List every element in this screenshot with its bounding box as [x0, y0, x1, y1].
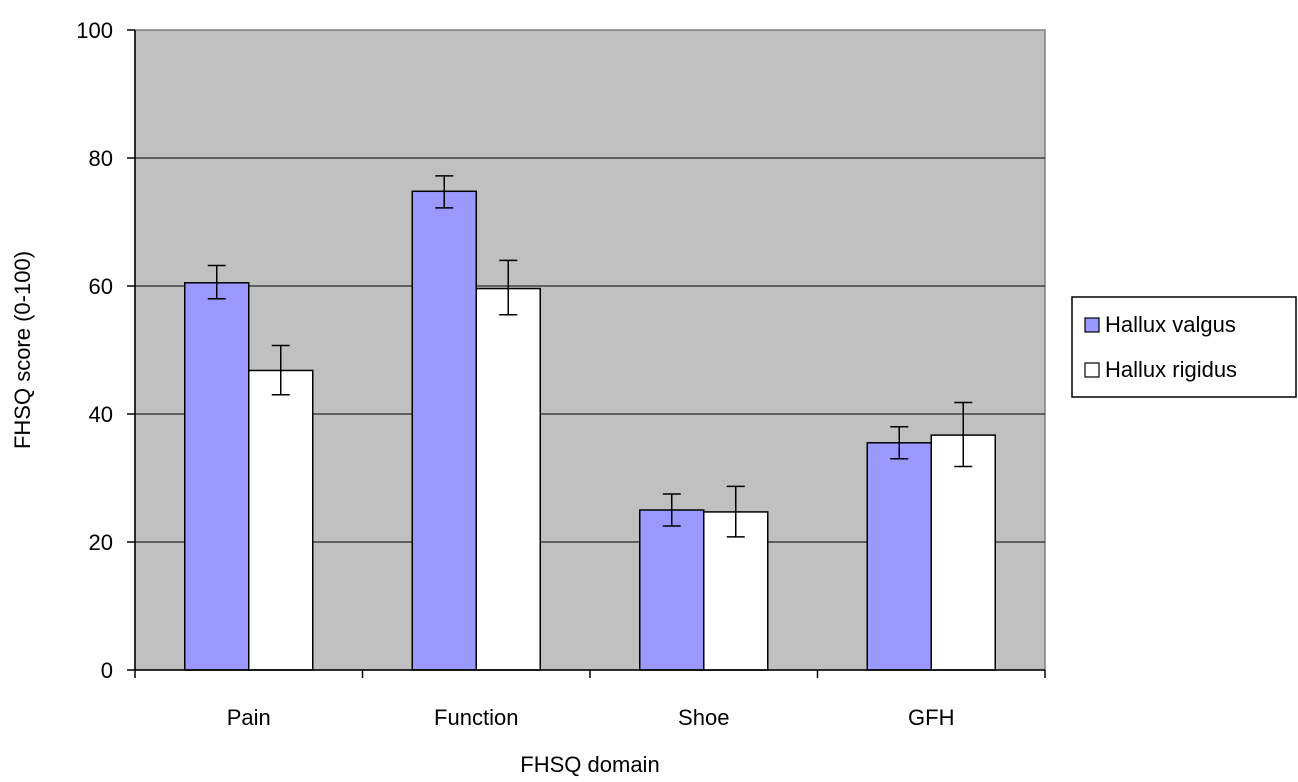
x-tick-label-shoe: Shoe	[678, 705, 729, 730]
y-tick-label-100: 100	[76, 18, 113, 43]
legend-box	[1071, 296, 1297, 398]
bar-hallux-valgus-gfh	[866, 442, 932, 671]
x-tick-label-pain: Pain	[227, 705, 271, 730]
bar-hallux-valgus-shoe	[639, 509, 705, 671]
bar-hallux-rigidus-function	[475, 287, 541, 671]
legend-swatch-hallux-valgus	[1084, 317, 1100, 333]
legend-label-hallux-valgus: Hallux valgus	[1105, 312, 1236, 337]
y-axis-title: FHSQ score (0-100)	[10, 251, 35, 449]
error-bars	[207, 175, 973, 538]
x-axis-title: FHSQ domain	[520, 752, 659, 777]
y-tick-label-60: 60	[89, 274, 113, 299]
bar-hallux-valgus-pain	[184, 282, 250, 671]
x-tick-label-function: Function	[434, 705, 518, 730]
y-axis-ticks: 0 20 40 60 80 100	[76, 18, 135, 683]
bar-hallux-rigidus-shoe	[703, 511, 769, 671]
bar-hallux-valgus-function	[411, 190, 477, 671]
y-tick-label-0: 0	[101, 658, 113, 683]
legend-label-hallux-rigidus: Hallux rigidus	[1105, 357, 1237, 382]
legend-swatch-hallux-rigidus	[1084, 362, 1100, 378]
x-tick-label-gfh: GFH	[908, 705, 954, 730]
y-tick-label-40: 40	[89, 402, 113, 427]
legend: Hallux valgus Hallux rigidus	[1071, 296, 1297, 398]
bar-hallux-rigidus-gfh	[930, 434, 996, 671]
x-axis-ticks: Pain Function Shoe GFH	[134, 670, 1046, 730]
y-tick-label-80: 80	[89, 146, 113, 171]
y-tick-label-20: 20	[89, 530, 113, 555]
bar-hallux-rigidus-pain	[248, 369, 314, 671]
